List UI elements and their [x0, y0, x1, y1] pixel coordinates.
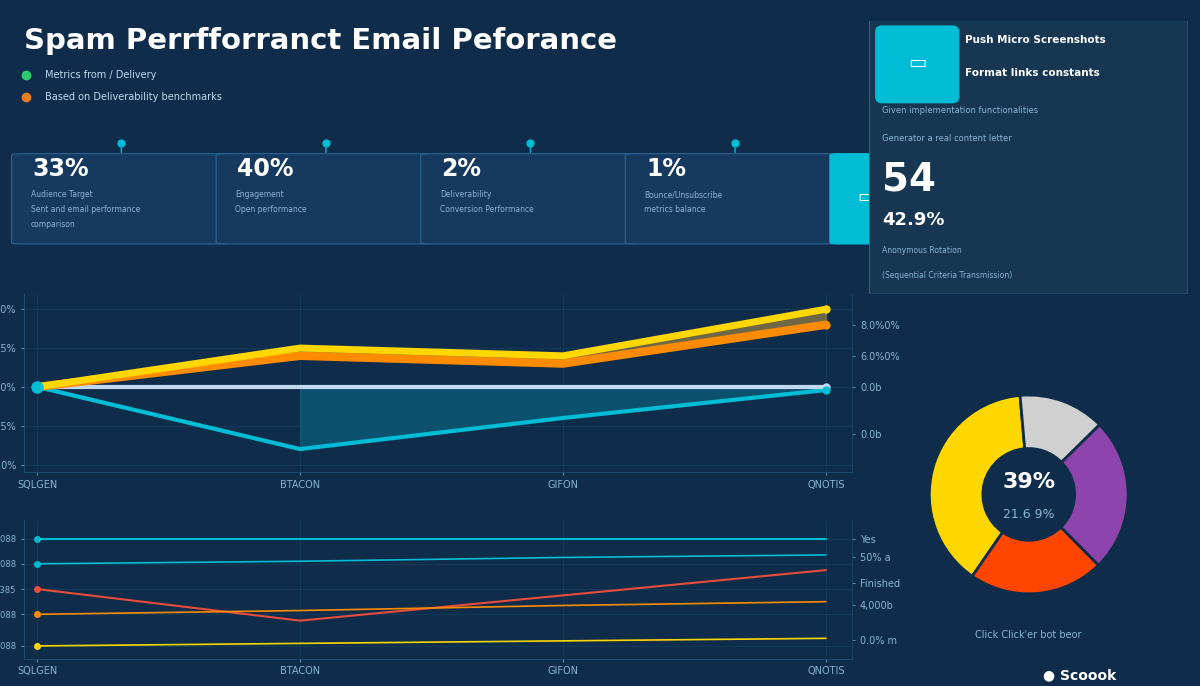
- FancyBboxPatch shape: [625, 154, 845, 244]
- FancyBboxPatch shape: [876, 26, 959, 103]
- FancyBboxPatch shape: [421, 154, 641, 244]
- Text: 42.9%: 42.9%: [882, 211, 944, 229]
- FancyBboxPatch shape: [830, 154, 900, 244]
- FancyBboxPatch shape: [216, 154, 436, 244]
- Text: Spam Perrfforranct Email Peforance: Spam Perrfforranct Email Peforance: [24, 27, 617, 55]
- Text: Metrics from / Delivery: Metrics from / Delivery: [44, 69, 156, 80]
- Wedge shape: [1061, 425, 1128, 565]
- Text: Given implementation functionalities: Given implementation functionalities: [882, 106, 1038, 115]
- Text: ▭: ▭: [908, 54, 926, 73]
- Text: 54: 54: [882, 161, 936, 198]
- Text: 33%: 33%: [32, 157, 89, 181]
- Text: Sent and email performance: Sent and email performance: [31, 205, 140, 214]
- Text: Push Micro Screenshots: Push Micro Screenshots: [965, 35, 1105, 45]
- Text: Bounce/Unsubscribe: Bounce/Unsubscribe: [644, 190, 722, 200]
- Wedge shape: [929, 395, 1025, 576]
- Text: Deliverability: Deliverability: [439, 190, 491, 200]
- Text: 39%: 39%: [1002, 472, 1055, 492]
- Wedge shape: [972, 527, 1098, 594]
- Text: metrics balance: metrics balance: [644, 205, 706, 214]
- Text: 21.6 9%: 21.6 9%: [1003, 508, 1055, 521]
- Text: Click Click'er bot beor: Click Click'er bot beor: [976, 630, 1082, 639]
- Text: ● Scoook: ● Scoook: [1043, 668, 1116, 683]
- Wedge shape: [1020, 395, 1099, 462]
- Text: (Sequential Criteria Transmission): (Sequential Criteria Transmission): [882, 270, 1013, 279]
- Text: Open performance: Open performance: [235, 205, 307, 214]
- Text: ▭: ▭: [857, 188, 874, 206]
- FancyBboxPatch shape: [12, 154, 232, 244]
- Text: Anonymous Rotation: Anonymous Rotation: [882, 246, 962, 255]
- Text: Conversion Performance: Conversion Performance: [439, 205, 534, 214]
- Text: Audience Target: Audience Target: [31, 190, 92, 200]
- Text: Generator a real content letter: Generator a real content letter: [882, 134, 1012, 143]
- Text: Format links constants: Format links constants: [965, 67, 1099, 78]
- FancyBboxPatch shape: [870, 21, 1188, 294]
- Text: Based on Deliverability benchmarks: Based on Deliverability benchmarks: [44, 92, 222, 102]
- Text: Engagement: Engagement: [235, 190, 284, 200]
- Text: 2%: 2%: [442, 157, 481, 181]
- Text: 40%: 40%: [236, 157, 293, 181]
- Text: 1%: 1%: [646, 157, 686, 181]
- Text: comparison: comparison: [31, 220, 76, 229]
